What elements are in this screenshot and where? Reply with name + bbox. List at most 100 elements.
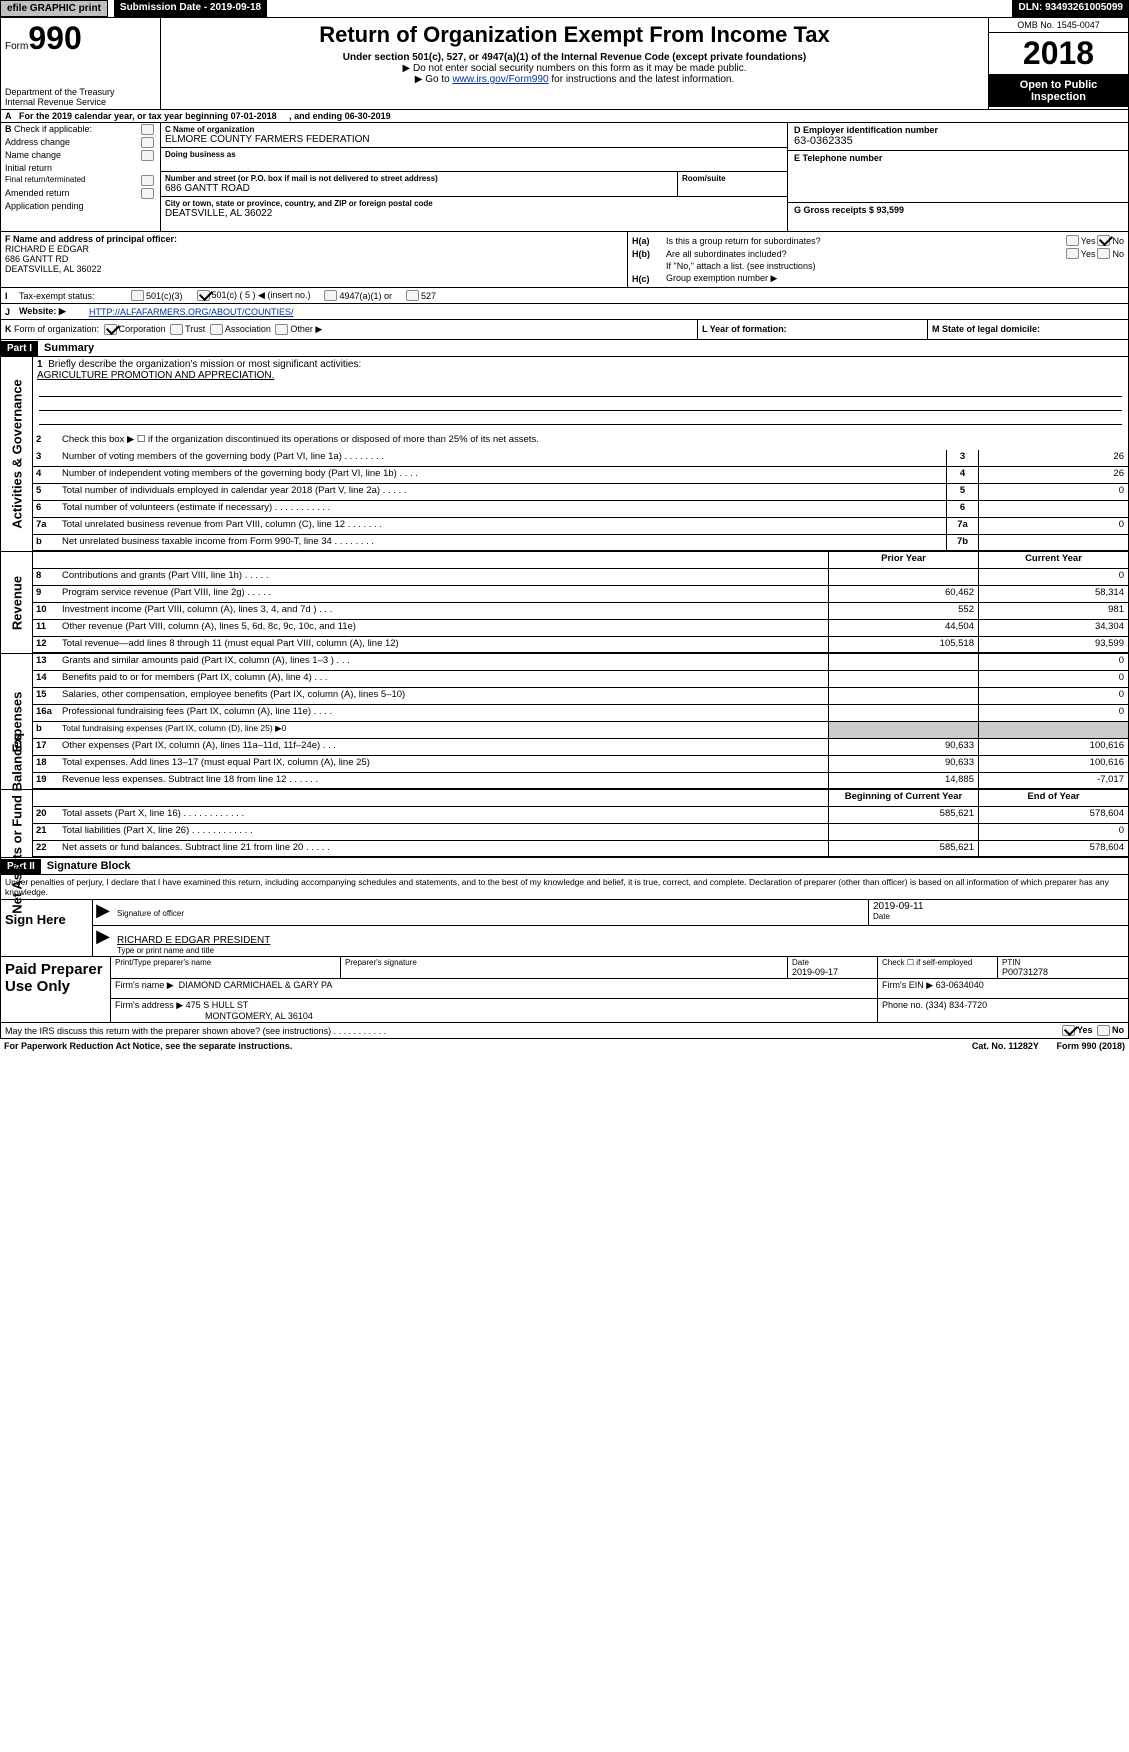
street-value: 686 GANTT ROAD — [165, 183, 673, 194]
self-employed-label: Check ☐ if self-employed — [882, 958, 972, 967]
firm-ein-label: Firm's EIN ▶ — [882, 980, 933, 990]
preparer-date-value: 2019-09-17 — [792, 967, 873, 977]
officer-name-title: RICHARD E EDGAR PRESIDENT — [117, 935, 1124, 946]
preparer-date-label: Date — [792, 958, 873, 967]
checkbox-527[interactable] — [406, 290, 419, 301]
header-subtitle-1: Under section 501(c), 527, or 4947(a)(1)… — [165, 52, 984, 63]
checkbox-final-return[interactable] — [141, 175, 154, 186]
governance-side-label: Activities & Governance — [9, 379, 24, 529]
checkbox-hb-yes[interactable] — [1066, 248, 1079, 259]
efile-button[interactable]: efile GRAPHIC print — [0, 0, 108, 17]
firm-phone-label: Phone no. — [882, 1000, 923, 1010]
table-row: 16aProfessional fundraising fees (Part I… — [33, 705, 1128, 722]
table-row: bTotal fundraising expenses (Part IX, co… — [33, 722, 1128, 739]
checkbox[interactable] — [141, 124, 154, 135]
sig-officer-label: Signature of officer — [117, 909, 184, 918]
checkbox-amended[interactable] — [141, 188, 154, 199]
row-k-l-m: K Form of organization: Corporation Trus… — [0, 320, 1129, 340]
ein-value: 63-0362335 — [794, 135, 1122, 147]
mission-row: 1 Briefly describe the organization's mi… — [33, 357, 1128, 383]
form-header: Form990 Department of the Treasury Inter… — [0, 18, 1129, 110]
irs-label: Internal Revenue Service — [5, 97, 156, 107]
checkbox-ha-yes[interactable] — [1066, 235, 1079, 246]
table-row: 4Number of independent voting members of… — [33, 467, 1128, 484]
form-footer: For Paperwork Reduction Act Notice, see … — [0, 1039, 1129, 1053]
firm-addr-label: Firm's address ▶ — [115, 1000, 183, 1010]
ein-label: D Employer identification number — [794, 125, 1122, 135]
table-row: 10Investment income (Part VIII, column (… — [33, 603, 1128, 620]
year-formation-label: L Year of formation: — [702, 324, 787, 334]
table-row: 19Revenue less expenses. Subtract line 1… — [33, 773, 1128, 790]
checkbox-assoc[interactable] — [210, 324, 223, 335]
form-title: Return of Organization Exempt From Incom… — [165, 22, 984, 48]
row-a-tax-year: A For the 2019 calendar year, or tax yea… — [0, 110, 1129, 123]
net-assets-side-label: Net Assets or Fund Balances — [9, 734, 24, 913]
perjury-statement: Under penalties of perjury, I declare th… — [1, 875, 1128, 899]
table-row: 7aTotal unrelated business revenue from … — [33, 518, 1128, 535]
ptin-value: P00731278 — [1002, 967, 1124, 977]
firm-name-value: DIAMOND CARMICHAEL & GARY PA — [179, 980, 333, 990]
revenue-side-label: Revenue — [9, 576, 24, 630]
current-year-header: Current Year — [978, 552, 1128, 568]
prior-year-header: Prior Year — [828, 552, 978, 568]
header-subtitle-3: ▶ Go to www.irs.gov/Form990 for instruct… — [165, 74, 984, 85]
checkbox-name-change[interactable] — [141, 150, 154, 161]
open-inspection-badge: Open to Public Inspection — [989, 75, 1128, 107]
governance-section: Activities & Governance 1 Briefly descri… — [0, 357, 1129, 552]
checkbox-address-change[interactable] — [141, 137, 154, 148]
dln-label: DLN: 93493261005099 — [1012, 0, 1129, 17]
table-row: 18Total expenses. Add lines 13–17 (must … — [33, 756, 1128, 773]
checkbox-trust[interactable] — [170, 324, 183, 335]
col-c-org-info: C Name of organization ELMORE COUNTY FAR… — [161, 123, 788, 231]
table-row: 12Total revenue—add lines 8 through 11 (… — [33, 637, 1128, 654]
org-name-label: C Name of organization — [165, 125, 783, 134]
table-row: 6Total number of volunteers (estimate if… — [33, 501, 1128, 518]
row-j-website: J Website: ▶ HTTP://ALFAFARMERS.ORG/ABOU… — [0, 304, 1129, 320]
col-b-checkboxes: B Check if applicable: Address change Na… — [1, 123, 161, 231]
sig-date-label: Date — [873, 912, 890, 921]
signature-block: Under penalties of perjury, I declare th… — [0, 875, 1129, 1023]
part-ii-header: Part II Signature Block — [0, 858, 1129, 875]
table-row: 21Total liabilities (Part X, line 26) . … — [33, 824, 1128, 841]
firm-addr1-value: 475 S HULL ST — [186, 1000, 249, 1010]
discuss-row: May the IRS discuss this return with the… — [0, 1023, 1129, 1039]
street-label: Number and street (or P.O. box if mail i… — [165, 174, 673, 183]
col-f-officer: F Name and address of principal officer:… — [1, 232, 628, 287]
checkbox-501c[interactable] — [197, 290, 210, 301]
ptin-label: PTIN — [1002, 958, 1124, 967]
col-d-to-g: D Employer identification number 63-0362… — [788, 123, 1128, 231]
top-bar: efile GRAPHIC print Submission Date - 20… — [0, 0, 1129, 18]
dept-treasury: Department of the Treasury — [5, 87, 156, 97]
irs-link[interactable]: www.irs.gov/Form990 — [452, 74, 548, 85]
table-row: 15Salaries, other compensation, employee… — [33, 688, 1128, 705]
row-f-h: F Name and address of principal officer:… — [0, 232, 1129, 288]
checkbox-hb-no[interactable] — [1097, 248, 1110, 259]
preparer-sig-label: Preparer's signature — [345, 958, 783, 967]
checkbox-corp[interactable] — [104, 324, 117, 335]
checkbox-other[interactable] — [275, 324, 288, 335]
name-title-label: Type or print name and title — [117, 946, 214, 955]
firm-addr2-value: MONTGOMERY, AL 36104 — [205, 1011, 313, 1021]
tax-year: 2018 — [989, 33, 1128, 75]
website-link[interactable]: HTTP://ALFAFARMERS.ORG/ABOUT/COUNTIES/ — [89, 307, 294, 317]
firm-phone-value: (334) 834-7720 — [926, 1000, 988, 1010]
preparer-name-label: Print/Type preparer's name — [115, 958, 336, 967]
arrow-icon: ▶ — [93, 926, 113, 956]
revenue-section: Revenue Prior Year Current Year 8Contrib… — [0, 552, 1129, 654]
firm-name-label: Firm's name ▶ — [115, 980, 174, 990]
form-id: Form 990 (2018) — [1056, 1041, 1125, 1051]
form-number: Form990 — [5, 20, 156, 57]
col-h-group: H(a) Is this a group return for subordin… — [628, 232, 1128, 287]
checkbox-4947[interactable] — [324, 290, 337, 301]
firm-ein-value: 63-0634040 — [936, 980, 984, 990]
submission-date-label: Submission Date - 2019-09-18 — [114, 0, 267, 17]
table-row: 8Contributions and grants (Part VIII, li… — [33, 569, 1128, 586]
checkbox-discuss-yes[interactable] — [1062, 1025, 1075, 1036]
checkbox-discuss-no[interactable] — [1097, 1025, 1110, 1036]
dba-label: Doing business as — [165, 150, 783, 159]
omb-number: OMB No. 1545-0047 — [989, 18, 1128, 33]
checkbox-501c3[interactable] — [131, 290, 144, 301]
header-subtitle-2: ▶ Do not enter social security numbers o… — [165, 63, 984, 74]
city-label: City or town, state or province, country… — [165, 199, 783, 208]
checkbox-ha-no[interactable] — [1097, 235, 1110, 246]
